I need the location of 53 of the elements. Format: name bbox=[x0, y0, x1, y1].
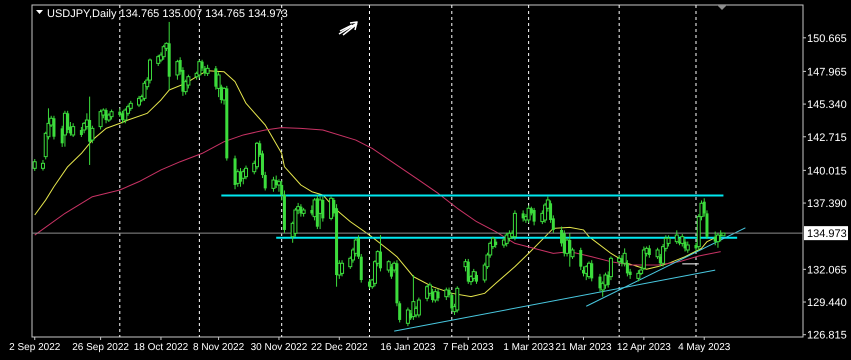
candlestick bbox=[52, 115, 56, 140]
candlestick bbox=[436, 288, 440, 302]
candlestick bbox=[504, 232, 509, 247]
x-tick-label: 18 Oct 2022 bbox=[134, 342, 189, 353]
candlestick bbox=[686, 241, 690, 254]
candlestick bbox=[329, 196, 334, 221]
x-tick-label: 21 Mar 2023 bbox=[555, 342, 612, 353]
y-tick-label: 129.440 bbox=[807, 297, 847, 310]
candlestick bbox=[648, 244, 651, 258]
candlestick bbox=[80, 126, 83, 138]
candlestick bbox=[340, 260, 344, 277]
candlestick bbox=[71, 122, 76, 138]
x-tick-label: 2 Sep 2022 bbox=[9, 342, 61, 353]
candlestick bbox=[197, 59, 202, 79]
candlestick bbox=[636, 270, 640, 282]
candlestick bbox=[32, 158, 37, 172]
candlestick bbox=[104, 108, 108, 124]
candlestick bbox=[474, 270, 478, 284]
candlestick bbox=[142, 80, 146, 102]
candlestick bbox=[206, 64, 210, 76]
candlestick bbox=[40, 159, 45, 172]
x-tick-label: 1 Mar 2023 bbox=[503, 342, 554, 353]
chart-title: USDJPY,Daily 134.765 135.007 134.765 134.973 bbox=[47, 8, 288, 20]
candlestick bbox=[162, 44, 166, 60]
candlestick bbox=[110, 109, 114, 120]
x-tick-label: 16 Jan 2023 bbox=[380, 342, 436, 353]
y-tick-label: 137.390 bbox=[807, 198, 847, 210]
candlestick bbox=[532, 207, 536, 226]
candlestick bbox=[156, 54, 160, 66]
x-tick-label: 22 Dec 2022 bbox=[310, 342, 368, 353]
y-tick-label: 142.715 bbox=[807, 132, 847, 144]
x-tick-label: 8 Nov 2022 bbox=[193, 342, 245, 353]
x-tick-label: 7 Feb 2023 bbox=[442, 342, 494, 353]
y-tick-label: 140.015 bbox=[807, 165, 847, 178]
y-tick-label: 126.815 bbox=[807, 330, 847, 342]
x-tick-label: 30 Nov 2022 bbox=[250, 342, 308, 353]
candlestick bbox=[522, 210, 525, 222]
candlestick bbox=[568, 232, 572, 268]
candlestick bbox=[455, 286, 460, 313]
candlestick bbox=[98, 109, 103, 130]
candlestick bbox=[378, 234, 382, 272]
y-tick-label: 147.965 bbox=[807, 66, 847, 78]
x-tick-label: 4 May 2023 bbox=[678, 342, 731, 353]
y-tick-label: 150.665 bbox=[807, 32, 847, 45]
y-tick-label: 132.065 bbox=[807, 264, 847, 276]
candlestick bbox=[88, 96, 92, 166]
ref-line-label: 134.973 bbox=[807, 228, 847, 240]
candlestick bbox=[642, 246, 646, 271]
y-tick-label: 145.340 bbox=[807, 99, 847, 112]
candlestick bbox=[590, 260, 594, 282]
x-tick-label: 26 Sep 2022 bbox=[72, 342, 130, 353]
candlestick bbox=[318, 196, 322, 230]
x-tick-label: 12 Apr 2023 bbox=[616, 342, 672, 353]
